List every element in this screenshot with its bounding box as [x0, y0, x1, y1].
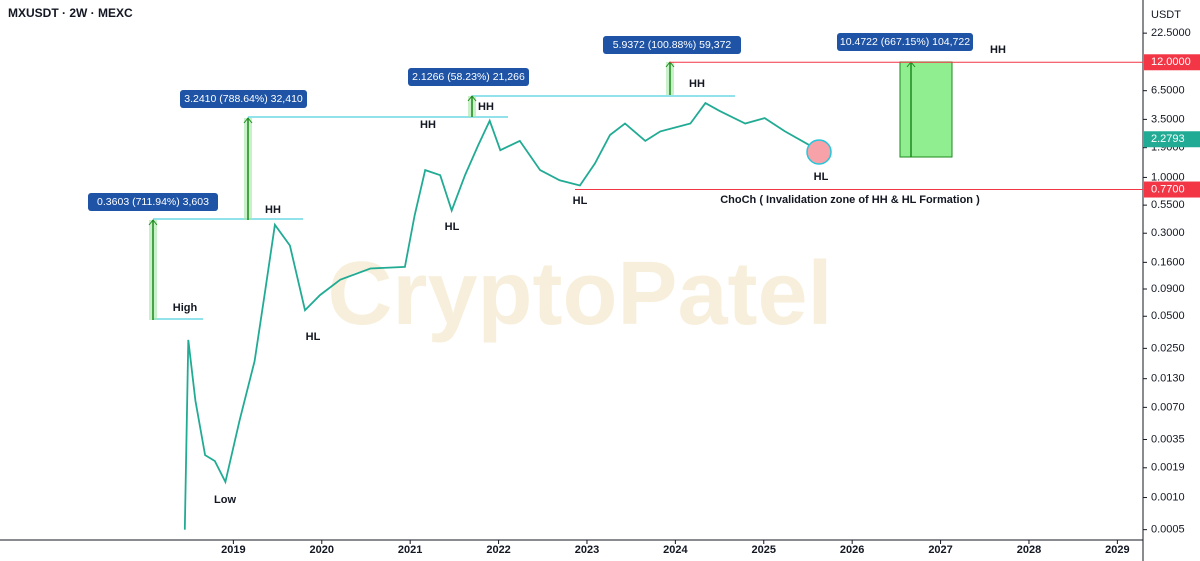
arrow-head [148, 219, 158, 226]
measure-label: 0.3603 (711.94%) 3,603 [97, 196, 209, 208]
y-tick-label: 0.0035 [1151, 433, 1185, 445]
x-tick-label: 2029 [1105, 544, 1129, 556]
x-tick-label: 2024 [663, 544, 688, 556]
measure-box [603, 36, 741, 54]
level-label: 12.0000 [1151, 56, 1191, 68]
y-tick-label: 0.0019 [1151, 462, 1185, 474]
price-line [183, 101, 811, 530]
axis-unit: USDT [1151, 9, 1181, 21]
level-tag [1144, 54, 1200, 71]
chart-title: MXUSDT · 2W · MEXC [8, 6, 133, 20]
y-tick-label: 0.5500 [1151, 199, 1185, 211]
y-tick-label: 0.0070 [1151, 401, 1185, 413]
last-price-tag [1144, 131, 1200, 148]
highlight-circle [806, 139, 832, 165]
annotation: ChoCh ( Invalidation zone of HH & HL For… [720, 194, 980, 206]
measure-label: 5.9372 (100.88%) 59,372 [613, 39, 732, 51]
x-tick-label: 2027 [928, 544, 952, 556]
annotation: HH [990, 44, 1006, 56]
annotation: HH [420, 119, 436, 131]
measure-label: 3.2410 (788.64%) 32,410 [184, 93, 303, 105]
arrow-head [467, 95, 477, 102]
measure-box [837, 33, 973, 51]
x-tick-label: 2028 [1017, 544, 1041, 556]
y-tick-label: 0.0005 [1151, 524, 1185, 536]
y-tick-label: 0.0900 [1151, 283, 1185, 295]
level-tag [1144, 181, 1200, 198]
annotation: HL [573, 195, 588, 207]
y-tick-label: 0.0250 [1151, 342, 1185, 354]
x-tick-label: 2026 [840, 544, 864, 556]
measure-label: 2.1266 (58.23%) 21,266 [412, 71, 525, 83]
y-tick-label: 0.1600 [1151, 256, 1185, 268]
y-tick-label: 1.0000 [1151, 171, 1185, 183]
y-tick-label: 0.0130 [1151, 373, 1185, 385]
y-tick-label: 0.0010 [1151, 491, 1185, 503]
annotation: HH [265, 204, 281, 216]
x-tick-label: 2025 [752, 544, 776, 556]
arrow-head [243, 117, 253, 124]
measure-label: 10.4722 (667.15%) 104,722 [840, 36, 970, 48]
y-tick-label: 0.3000 [1151, 227, 1185, 239]
x-tick-label: 2022 [486, 544, 510, 556]
level-label: 0.7700 [1151, 183, 1185, 195]
annotation: HL [814, 171, 829, 183]
last-price-label: 2.2793 [1151, 133, 1185, 145]
x-tick-label: 2020 [310, 544, 334, 556]
annotation: HL [306, 331, 321, 343]
annotation: HH [689, 78, 705, 90]
y-tick-label: 22.5000 [1151, 27, 1191, 39]
x-tick-label: 2023 [575, 544, 599, 556]
measure-box [408, 68, 529, 86]
y-tick-label: 6.5000 [1151, 85, 1185, 97]
x-tick-label: 2021 [398, 544, 422, 556]
measure-box [180, 90, 307, 108]
annotation: High [173, 302, 198, 314]
watermark: CryptoPatel [327, 244, 832, 344]
annotation: HH [478, 101, 494, 113]
annotation: HL [445, 221, 460, 233]
y-tick-label: 0.0500 [1151, 310, 1185, 322]
measure-box [88, 193, 218, 211]
annotation: Low [214, 494, 236, 506]
y-tick-label: 3.5000 [1151, 113, 1185, 125]
x-tick-label: 2019 [221, 544, 245, 556]
measure-zone [899, 61, 953, 158]
